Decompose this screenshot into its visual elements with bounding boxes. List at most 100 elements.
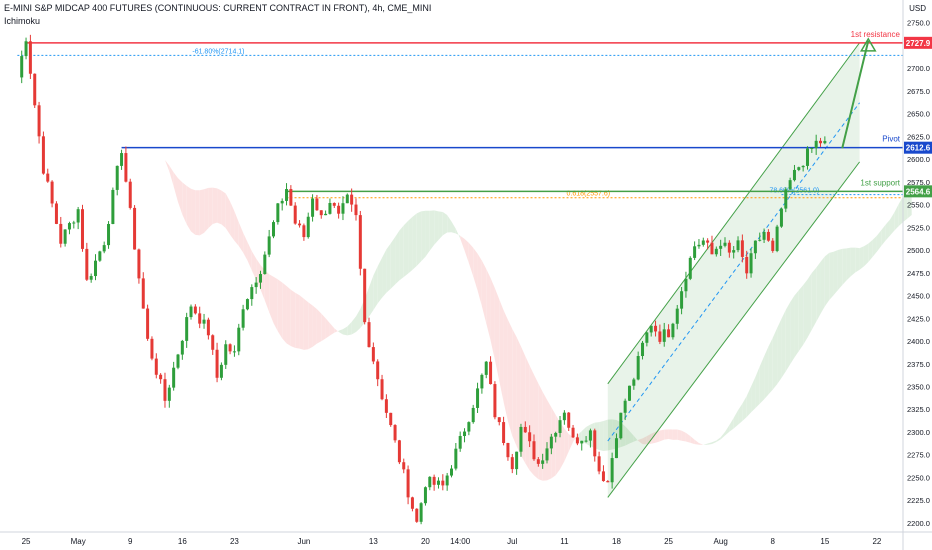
- cloud-segment: [790, 295, 795, 365]
- cloud-segment: [564, 428, 569, 462]
- cloud-segment: [438, 211, 443, 240]
- candle-body: [554, 432, 558, 437]
- candle-body: [450, 468, 453, 476]
- cloud-segment: [269, 274, 274, 324]
- candles: [20, 34, 827, 525]
- candle-body: [315, 198, 319, 211]
- cloud-segment: [885, 219, 890, 241]
- candle-body: [193, 306, 197, 314]
- cloud-segment: [494, 288, 500, 381]
- candle-body: [146, 308, 150, 339]
- candle-body: [267, 236, 271, 255]
- cloud-segment: [707, 442, 712, 445]
- cloud-segment: [842, 248, 847, 286]
- candle-body: [54, 203, 58, 224]
- cloud-segment: [829, 251, 834, 301]
- x-tick-label: 25: [664, 537, 673, 546]
- cloud-segment: [903, 190, 908, 223]
- cloud-segment: [104, 66, 109, 78]
- y-tick-label: 2650.0: [907, 110, 930, 119]
- cloud-segment: [382, 249, 387, 298]
- candle-body: [502, 422, 506, 444]
- cloud-segment: [286, 285, 291, 347]
- candle-body: [345, 194, 349, 204]
- candle-body: [510, 457, 514, 470]
- candle-body: [614, 438, 618, 459]
- cloud-segment: [425, 210, 430, 257]
- candle-body: [597, 456, 601, 472]
- cloud-segment: [486, 268, 491, 341]
- cloud-segment: [694, 439, 699, 445]
- cloud-segment: [816, 261, 821, 322]
- price-level-tag: [904, 36, 932, 49]
- candle-body: [215, 349, 219, 378]
- x-tick-label: 18: [612, 537, 621, 546]
- cloud-segment: [221, 190, 226, 229]
- candle-body: [688, 257, 692, 279]
- cloud-segment: [468, 242, 474, 277]
- y-tick-label: 2350.0: [907, 382, 930, 391]
- candle-body: [410, 497, 414, 509]
- candle-body: [367, 322, 371, 348]
- candle-body: [736, 240, 740, 251]
- candle-body: [67, 223, 71, 230]
- x-tick-label: Jul: [507, 537, 517, 546]
- candle-body: [358, 215, 362, 269]
- candle-body: [80, 209, 84, 249]
- cloud-segment: [308, 302, 313, 350]
- candle-body: [801, 165, 805, 168]
- cloud-segment: [794, 290, 799, 358]
- candle-body: [241, 309, 245, 328]
- candle-body: [667, 329, 671, 338]
- candle-body: [515, 451, 519, 470]
- candle-body: [154, 358, 158, 375]
- cloud-segment: [290, 289, 296, 348]
- cloud-segment: [542, 391, 548, 481]
- indicator-label[interactable]: Ichimoku: [4, 16, 41, 26]
- candle-body: [797, 167, 801, 170]
- cloud-segment: [455, 228, 461, 239]
- cloud-segment: [581, 426, 587, 444]
- candle-body: [701, 240, 705, 245]
- cloud-segment: [512, 328, 517, 447]
- cloud-segment: [312, 305, 317, 347]
- y-tick-label: 2550.0: [907, 201, 930, 210]
- candle-body: [276, 203, 280, 223]
- candle-body: [107, 223, 111, 246]
- cloud-segment: [282, 282, 287, 344]
- candle-body: [484, 361, 488, 375]
- candle-body: [606, 481, 610, 483]
- candle-body: [293, 205, 297, 224]
- cloud-segment: [177, 178, 183, 215]
- cloud-segment: [238, 222, 244, 253]
- y-tick-label: 2425.0: [907, 314, 930, 323]
- candle-body: [675, 308, 679, 324]
- x-tick-label: 25: [22, 537, 31, 546]
- price-level-tag: [904, 141, 932, 154]
- x-tick-label: May: [71, 537, 86, 546]
- candle-body: [150, 338, 154, 359]
- cloud-segment: [234, 211, 239, 246]
- y-tick-label: 2575.0: [907, 178, 930, 187]
- chart-title: E-MINI S&P MIDCAP 400 FUTURES (CONTINUOU…: [4, 3, 432, 13]
- price-level-name: 1st resistance: [851, 30, 901, 39]
- x-tick-label: 11: [560, 537, 569, 546]
- candle-body: [619, 412, 623, 439]
- cloud-segment: [151, 145, 157, 152]
- candle-body: [72, 222, 76, 224]
- candle-body: [710, 242, 714, 255]
- candle-body: [593, 430, 597, 457]
- candle-body: [432, 476, 436, 485]
- x-tick-label: 15: [820, 537, 829, 546]
- x-tick-label: Jun: [297, 537, 310, 546]
- x-tick-label: 13: [369, 537, 378, 546]
- candle-body: [471, 407, 475, 423]
- cloud-segment: [447, 215, 452, 233]
- cloud-segment: [846, 247, 851, 281]
- candle-body: [137, 249, 141, 279]
- candle-body: [749, 253, 753, 274]
- cloud-segment: [338, 329, 343, 335]
- candle-body: [328, 202, 332, 214]
- y-tick-label: 2225.0: [907, 496, 930, 505]
